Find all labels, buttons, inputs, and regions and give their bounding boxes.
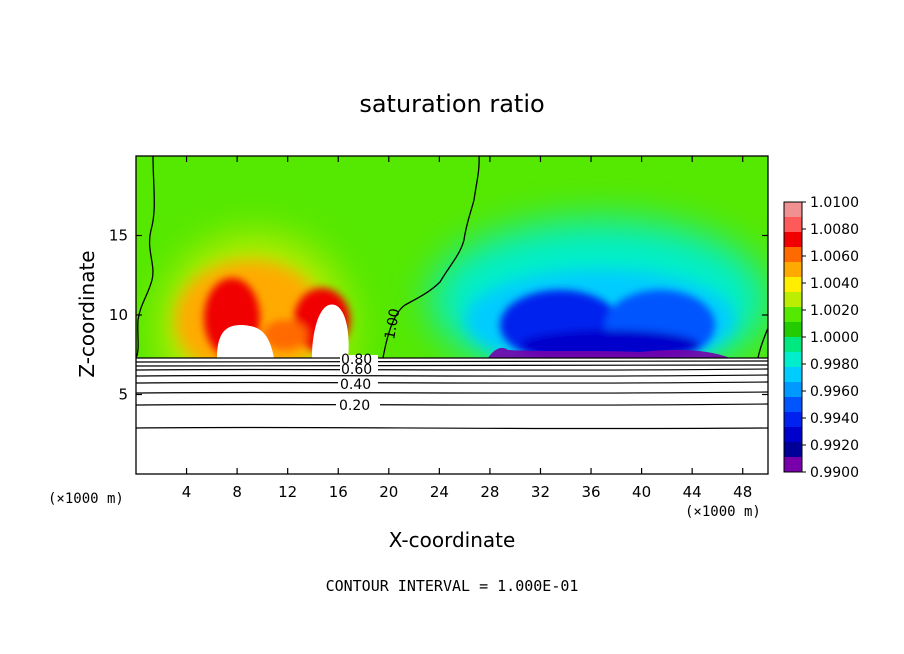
contour-labels: 0.80 0.60 0.40 0.20 1.00 <box>336 307 403 414</box>
colorbar-label: 0.9900 <box>810 465 859 481</box>
colorbar-swatch <box>784 247 802 263</box>
colorbar-swatch <box>784 262 802 278</box>
colorbar-swatch <box>784 457 802 473</box>
colorbar-swatch <box>784 442 802 458</box>
colorbar-label: 1.0040 <box>810 276 859 292</box>
x-tick-label-36: 36 <box>581 483 600 501</box>
colorbar-swatch <box>784 352 802 368</box>
y-axis: 5 10 15 <box>109 227 768 404</box>
x-tick-label-48: 48 <box>733 483 752 501</box>
x-tick-label-20: 20 <box>379 483 398 501</box>
x-unit-left: (×1000 m) <box>48 491 124 507</box>
y-tick-label-15: 15 <box>109 227 128 245</box>
colorbar-label: 1.0100 <box>810 195 859 211</box>
contour-label-0.40: 0.40 <box>340 377 371 393</box>
colorbar-swatch <box>784 412 802 428</box>
contour-label-1.00: 1.00 <box>382 307 403 340</box>
x-tick-label-16: 16 <box>329 483 348 501</box>
cloud-region <box>217 304 349 358</box>
saturation-field <box>136 156 768 358</box>
colorbar-swatch <box>784 217 802 233</box>
x-unit-right: (×1000 m) <box>685 504 761 520</box>
lower-contour-lines <box>135 357 769 430</box>
colorbar-label: 0.9960 <box>810 384 859 400</box>
contour-interval-note: CONTOUR INTERVAL = 1.000E-01 <box>326 577 579 595</box>
low-value-fringe <box>488 347 730 358</box>
colorbar-label: 1.0020 <box>810 303 859 319</box>
colorbar-swatch <box>784 367 802 383</box>
colorbar-swatch <box>784 277 802 293</box>
y-tick-label-5: 5 <box>118 386 128 404</box>
colorbar-swatch <box>784 307 802 323</box>
colorbar-label: 0.9940 <box>810 411 859 427</box>
x-axis: 4 8 12 16 20 24 28 32 36 40 44 48 <box>182 156 752 501</box>
contour-1.00-left <box>136 156 155 358</box>
colorbar-swatch <box>784 427 802 443</box>
contour-1.00-middle <box>382 156 480 358</box>
colorbar-swatch <box>784 232 802 248</box>
x-tick-label-32: 32 <box>531 483 550 501</box>
x-tick-label-40: 40 <box>632 483 651 501</box>
x-tick-label-12: 12 <box>278 483 297 501</box>
y-tick-label-10: 10 <box>109 306 128 324</box>
chart-title: saturation ratio <box>359 90 544 118</box>
x-tick-label-28: 28 <box>480 483 499 501</box>
colorbar-label: 0.9920 <box>810 438 859 454</box>
x-tick-label-44: 44 <box>683 483 702 501</box>
colorbar-label: 0.9980 <box>810 357 859 373</box>
colorbar-swatch <box>784 337 802 353</box>
x-tick-label-24: 24 <box>430 483 449 501</box>
x-tick-label-8: 8 <box>232 483 242 501</box>
contour-label-0.60: 0.60 <box>341 362 372 378</box>
colorbar-swatch <box>784 202 802 218</box>
contour-label-0.20: 0.20 <box>339 398 370 414</box>
contour-1.00-right <box>757 327 768 358</box>
colorbar-label: 1.0080 <box>810 222 859 238</box>
x-axis-label: X-coordinate <box>389 528 516 552</box>
y-axis-label: Z-coordinate <box>75 250 99 377</box>
colorbar-label: 1.0060 <box>810 249 859 265</box>
colorbar-swatch <box>784 292 802 308</box>
colorbar-swatch <box>784 322 802 338</box>
colorbar: 1.0100 1.0080 1.0060 1.0040 1.0020 1.0000 0.99… <box>783 195 859 481</box>
x-tick-label-4: 4 <box>182 483 192 501</box>
colorbar-label: 1.0000 <box>810 330 859 346</box>
colorbar-swatch <box>784 382 802 398</box>
colorbar-swatch <box>784 397 802 413</box>
